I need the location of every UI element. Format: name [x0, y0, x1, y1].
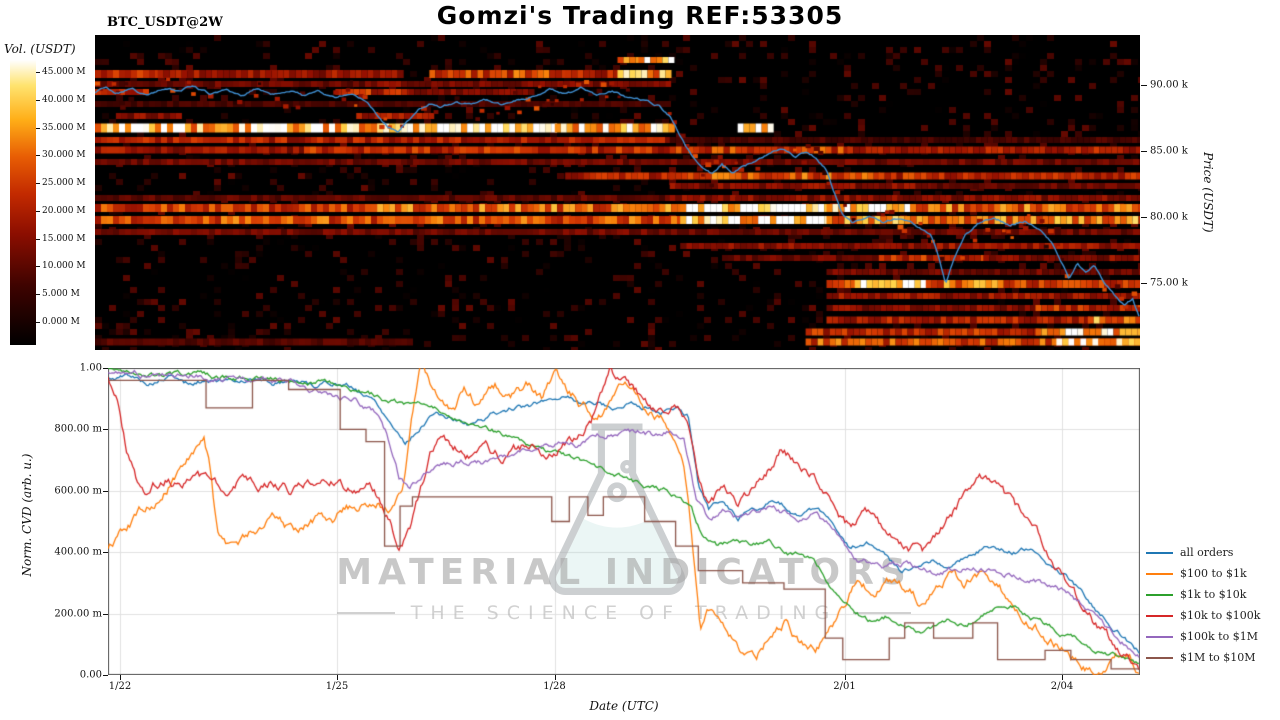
cvd-x-tick-label: 1/28 [543, 681, 566, 692]
colorbar-tick-mark [36, 322, 40, 323]
colorbar-tick-label: 20.000 M [42, 205, 86, 216]
price-tick-label: 85.00 k [1150, 145, 1188, 157]
volume-colorbar [10, 60, 36, 345]
colorbar-tick-label: 25.000 M [42, 178, 86, 189]
colorbar-tick-mark [36, 155, 40, 157]
colorbar-tick-mark [36, 266, 40, 268]
colorbar-tick-label: 10.000 M [42, 261, 86, 272]
colorbar-tick-label: 5.000 M [42, 289, 80, 300]
legend-item: $1k to $10k [1146, 584, 1260, 605]
cvd-y-tick-label: 1.00 [79, 362, 102, 374]
cvd-x-tick-label: 1/25 [325, 681, 349, 692]
legend-label: all orders [1180, 546, 1234, 559]
legend-color-line [1146, 551, 1173, 554]
colorbar-tick-mark [36, 210, 40, 212]
cvd-y-tick-mark [103, 675, 108, 676]
legend-item: all orders [1146, 542, 1260, 563]
legend-item: $1M to $10M [1146, 647, 1260, 668]
legend-color-line [1146, 614, 1173, 617]
cvd-series-canvas [108, 368, 1140, 675]
symbol-label: BTC_USDT@2W [107, 15, 223, 30]
cvd-x-tick-mark [337, 675, 338, 680]
page-title: Gomzi's Trading REF:53305 [436, 1, 844, 30]
legend-label: $100k to $1M [1180, 630, 1258, 643]
price-tick-label: 75.00 k [1150, 277, 1188, 289]
price-tick-label: 90.00 k [1150, 79, 1188, 91]
liquidity-heatmap-canvas [95, 35, 1140, 350]
price-tick-mark [1141, 151, 1147, 152]
cvd-x-tick-mark [1061, 675, 1063, 680]
colorbar-tick-label: 40.000 M [42, 94, 86, 105]
legend: all orders $100 to $1k $1k to $10k $10k to … [1146, 542, 1260, 668]
colorbar-tick-mark [36, 294, 40, 296]
colorbar-tick-label: 45.000 M [42, 67, 86, 77]
cvd-y-tick-label: 200.00 m [54, 608, 102, 620]
colorbar-tick-label: 30.000 M [42, 150, 86, 161]
legend-item: $10k to $100k [1146, 605, 1260, 626]
colorbar-axis-label: Vol. (USDT) [4, 42, 76, 56]
legend-label: $1k to $10k [1180, 588, 1247, 601]
legend-color-line [1146, 635, 1173, 638]
price-tick-mark [1141, 283, 1147, 284]
price-tick-mark [1141, 217, 1147, 218]
colorbar-tick-mark [36, 72, 40, 73]
cvd-x-tick-mark [844, 675, 846, 680]
cvd-x-tick-label: 1/22 [108, 681, 132, 692]
cvd-x-tick-mark [119, 675, 121, 680]
legend-label: $1M to $10M [1180, 651, 1256, 664]
price-tick-label: 80.00 k [1150, 211, 1188, 223]
colorbar-tick-label: 15.000 M [42, 233, 86, 244]
colorbar-tick-mark [36, 183, 40, 185]
x-axis-label: Date (UTC) [589, 699, 659, 713]
cvd-x-tick-label: 2/01 [833, 681, 856, 692]
colorbar-tick-label: 0.000 M [42, 317, 80, 327]
cvd-x-tick-label: 2/04 [1050, 681, 1074, 692]
legend-color-line [1146, 656, 1173, 659]
legend-item: $100k to $1M [1146, 626, 1260, 647]
legend-color-line [1146, 572, 1173, 575]
cvd-y-tick-label: 0.00 [79, 669, 102, 681]
cvd-y-axis-label: Norm. CVD (arb. u.) [20, 453, 34, 577]
colorbar-tick-mark [36, 127, 40, 129]
price-axis-label: Price (USDT) [1201, 152, 1215, 233]
colorbar-tick-mark [36, 238, 40, 240]
colorbar-tick-label: 35.000 M [42, 122, 86, 133]
cvd-x-tick-mark [554, 675, 556, 680]
legend-label: $100 to $1k [1180, 567, 1247, 580]
legend-item: $100 to $1k [1146, 563, 1260, 584]
colorbar-tick-mark [36, 99, 40, 101]
price-tick-mark [1141, 85, 1147, 86]
legend-color-line [1146, 593, 1173, 596]
legend-label: $10k to $100k [1180, 609, 1261, 622]
